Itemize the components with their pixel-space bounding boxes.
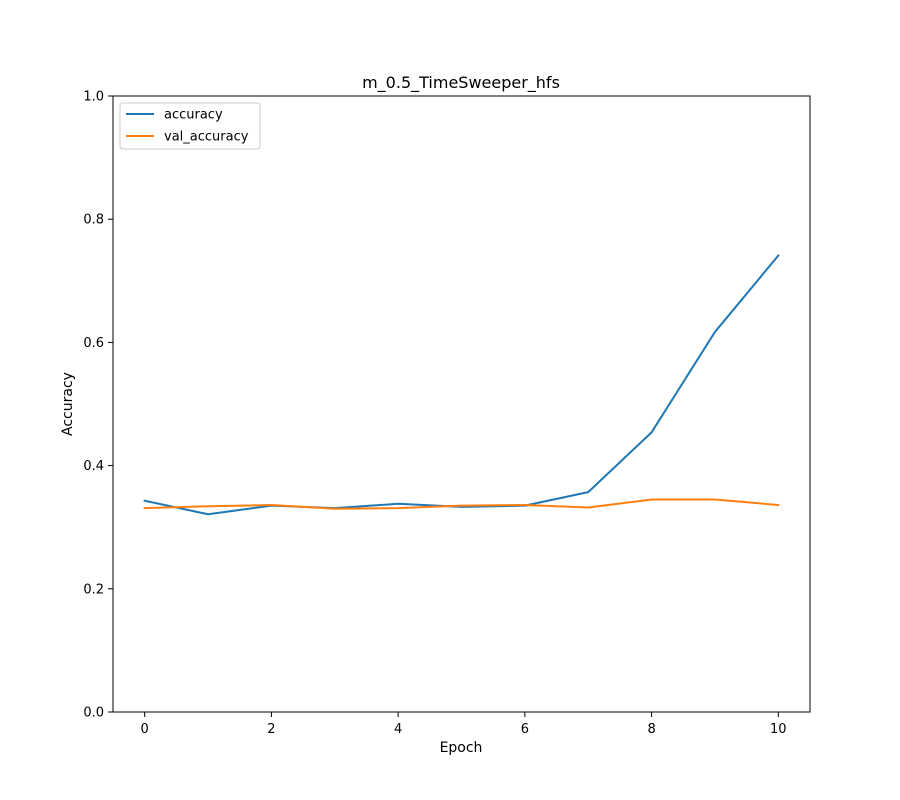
y-tick-label: 0.6 xyxy=(83,336,104,351)
x-tick-label: 0 xyxy=(141,722,149,737)
x-axis-label: Epoch xyxy=(440,740,483,756)
y-tick-label: 1.0 xyxy=(83,90,104,105)
x-tick-label: 2 xyxy=(267,722,275,737)
y-tick-label: 0.4 xyxy=(83,459,104,474)
legend-box xyxy=(119,102,261,150)
x-tick-label: 8 xyxy=(647,722,655,737)
y-tick-label: 0.2 xyxy=(83,582,104,597)
x-tick-label: 10 xyxy=(770,722,787,737)
series-line-accuracy xyxy=(143,254,780,516)
x-tick-label: 4 xyxy=(394,722,402,737)
legend-label-val-accuracy: val_accuracy xyxy=(164,130,249,145)
y-axis: 0.0 0.2 0.4 0.6 0.8 1.0 xyxy=(83,90,113,721)
legend-label-accuracy: accuracy xyxy=(164,108,223,123)
plot-area-frame xyxy=(112,95,811,713)
x-axis: 0 2 4 6 8 10 xyxy=(141,712,787,737)
y-tick-label: 0.8 xyxy=(83,213,104,228)
legend: accuracy val_accuracy xyxy=(119,102,261,150)
series-line-val-accuracy xyxy=(143,498,780,510)
series-layer xyxy=(143,254,780,516)
y-axis-label: Accuracy xyxy=(60,372,76,436)
y-tick-label: 0.0 xyxy=(83,706,104,721)
chart-title: m_0.5_TimeSweeper_hfs xyxy=(362,73,560,93)
x-tick-label: 6 xyxy=(521,722,529,737)
